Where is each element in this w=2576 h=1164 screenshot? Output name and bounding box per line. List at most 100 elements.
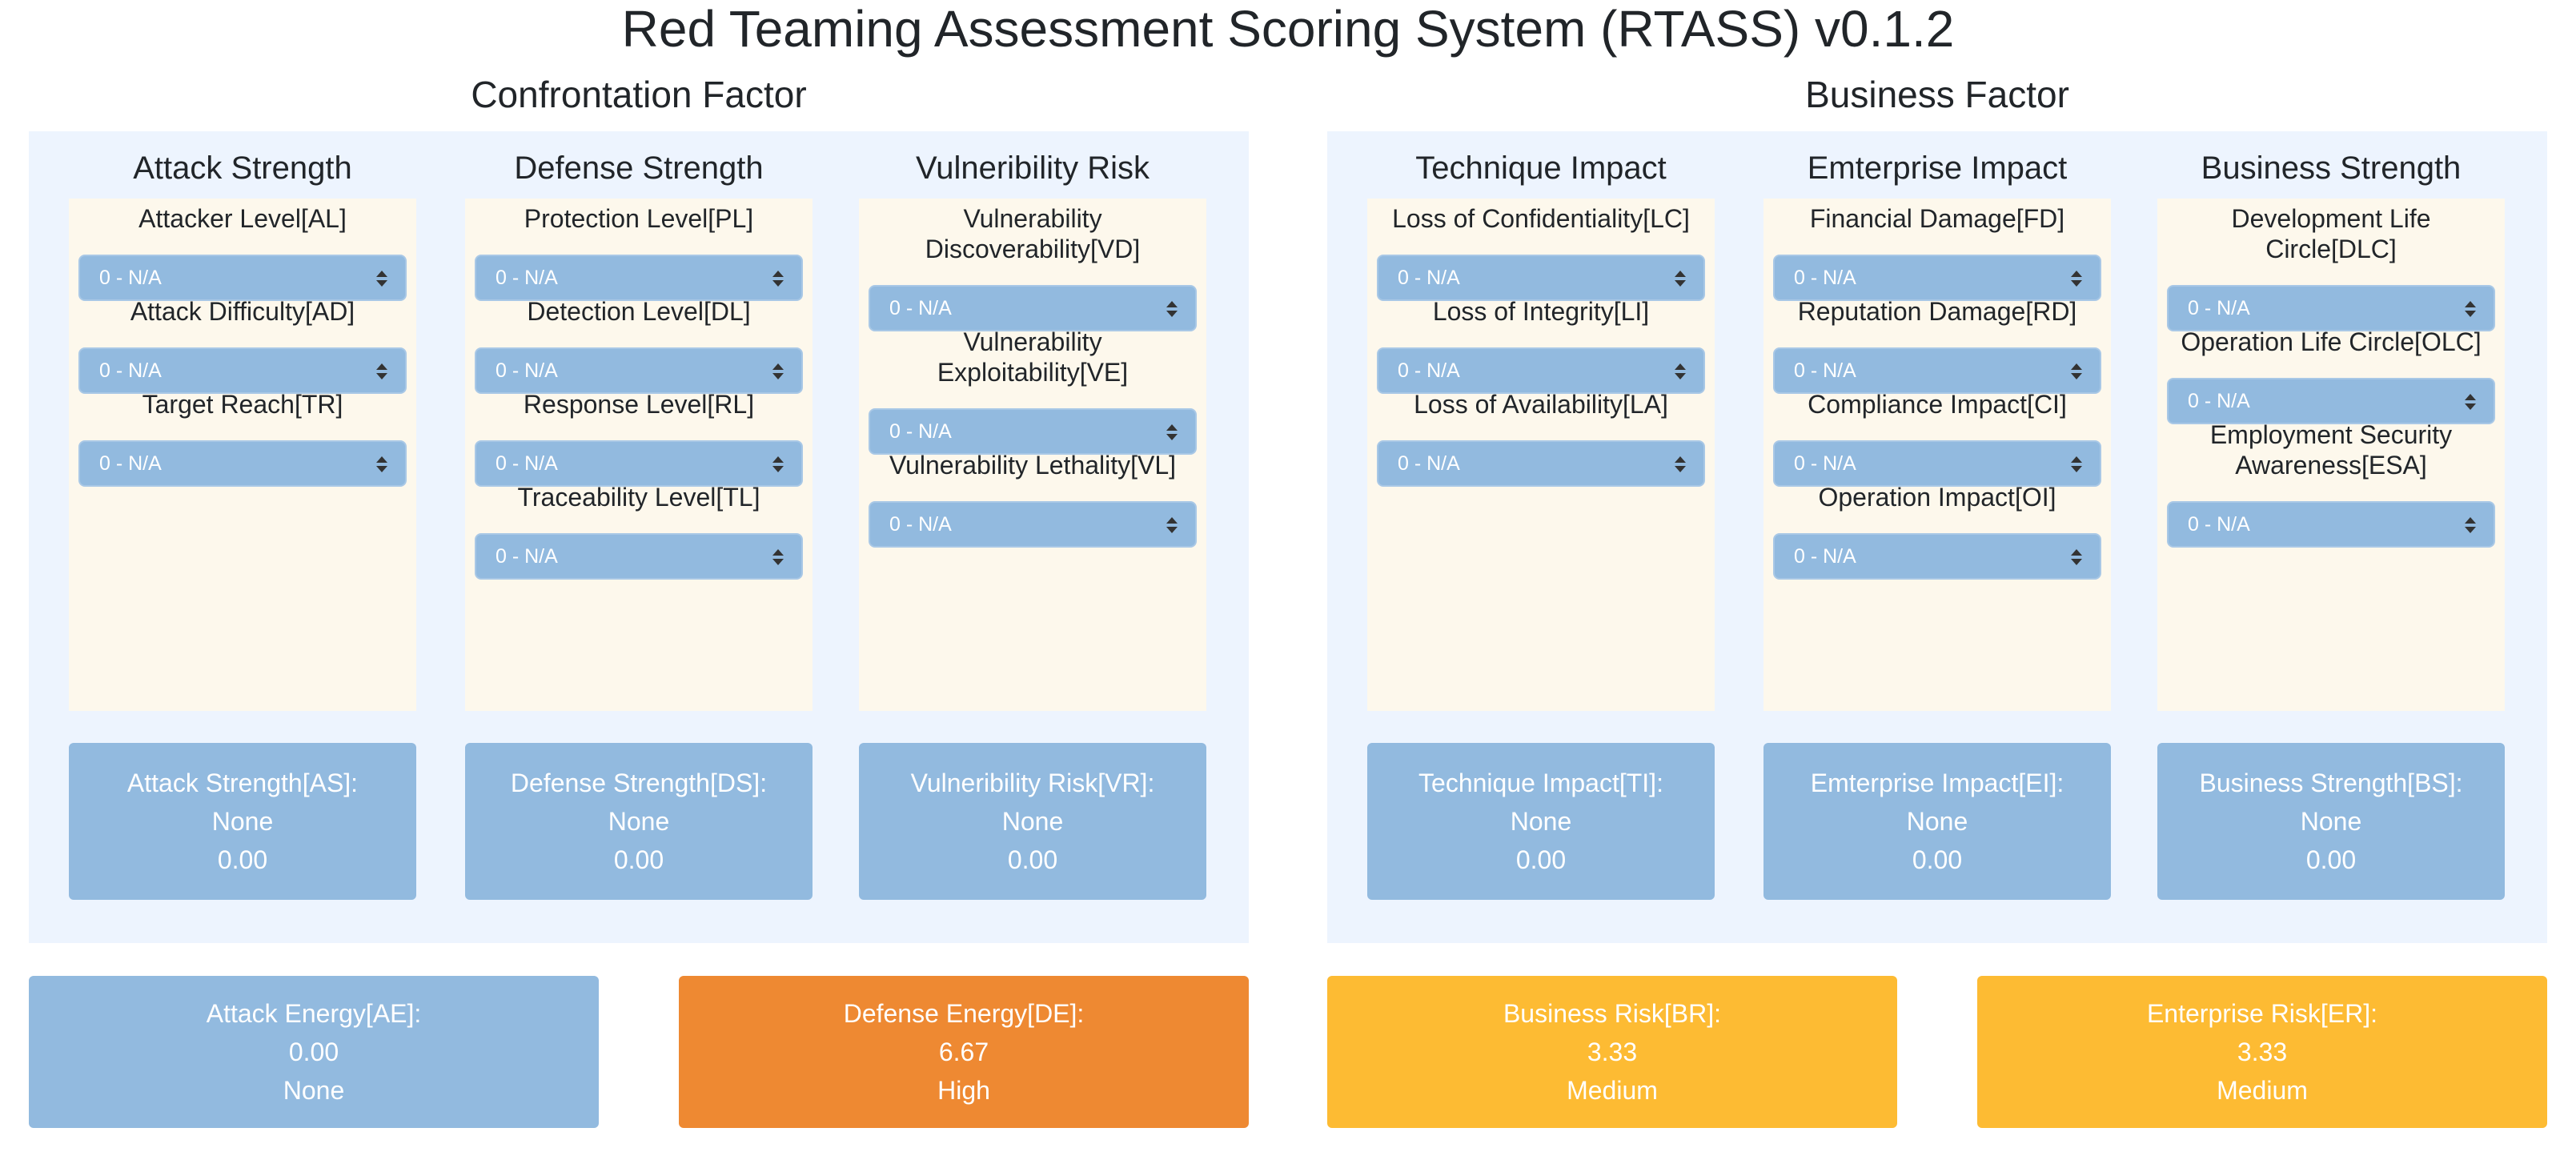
vulnerability-discoverability-select[interactable]: 0 - N/A <box>869 285 1197 331</box>
employment-security-awareness-select[interactable]: 0 - N/A <box>2167 501 2495 548</box>
target-reach-select[interactable]: 0 - N/A <box>78 440 407 487</box>
confrontation-panel: Attack Strength Attacker Level[AL] 0 - N… <box>29 131 1249 943</box>
result-label: Attack Strength[AS]: <box>126 769 359 797</box>
select-value: 0 - N/A <box>2188 513 2250 536</box>
select-value: 0 - N/A <box>2188 297 2250 319</box>
metric-loss-of-availability: Loss of Availability[LA] 0 - N/A <box>1377 389 1705 487</box>
metric-vulnerability-lethality: Vulnerability Lethality[VL] 0 - N/A <box>869 450 1197 548</box>
enterprise-risk-summary: Enterprise Risk[ER]: 3.33 Medium <box>1977 976 2547 1128</box>
metric-operation-impact: Operation Impact[OI] 0 - N/A <box>1773 482 2101 580</box>
metric-development-life-circle: Development Life Circle[DLC] 0 - N/A <box>2167 203 2495 331</box>
result-score: 0.00 <box>2305 845 2357 874</box>
traceability-level-select[interactable]: 0 - N/A <box>475 533 803 580</box>
metric-label: Attack Difficulty[AD] <box>130 297 355 326</box>
select-value: 0 - N/A <box>1398 452 1460 475</box>
select-value: 0 - N/A <box>889 297 952 319</box>
metric-loss-of-integrity: Loss of Integrity[LI] 0 - N/A <box>1377 296 1705 394</box>
metric-label: Protection Level[PL] <box>524 204 754 233</box>
attacker-level-select[interactable]: 0 - N/A <box>78 255 407 301</box>
select-value: 0 - N/A <box>99 267 162 289</box>
result-level: None <box>608 807 670 836</box>
factor-title-confrontation: Confrontation Factor <box>471 74 807 115</box>
sort-caret-icon <box>772 456 784 472</box>
sort-caret-icon <box>2465 517 2476 533</box>
metric-label: Compliance Impact[CI] <box>1808 390 2067 419</box>
sort-caret-icon <box>772 363 784 379</box>
metric-box: Development Life Circle[DLC] 0 - N/A Ope… <box>2157 199 2505 711</box>
compliance-impact-select[interactable]: 0 - N/A <box>1773 440 2101 487</box>
vulnerability-lethality-select[interactable]: 0 - N/A <box>869 501 1197 548</box>
metric-label: Detection Level[DL] <box>527 297 751 326</box>
metric-target-reach: Target Reach[TR] 0 - N/A <box>78 389 407 487</box>
metric-label: Vulnerability Exploitability[VE] <box>937 327 1129 387</box>
metric-protection-level: Protection Level[PL] 0 - N/A <box>475 203 803 301</box>
vulnerability-exploitability-select[interactable]: 0 - N/A <box>869 408 1197 455</box>
select-value: 0 - N/A <box>1794 452 1856 475</box>
metric-compliance-impact: Compliance Impact[CI] 0 - N/A <box>1773 389 2101 487</box>
summary-label: Enterprise Risk[ER]: <box>2146 999 2378 1028</box>
sort-caret-icon <box>1675 271 1686 287</box>
business-risk-summary: Business Risk[BR]: 3.33 Medium <box>1327 976 1897 1128</box>
operation-impact-select[interactable]: 0 - N/A <box>1773 533 2101 580</box>
metric-label: Vulnerability Discoverability[VD] <box>925 204 1141 263</box>
attack-difficulty-select[interactable]: 0 - N/A <box>78 347 407 394</box>
operation-life-circle-select[interactable]: 0 - N/A <box>2167 378 2495 424</box>
reputation-damage-select[interactable]: 0 - N/A <box>1773 347 2101 394</box>
sort-caret-icon <box>2071 549 2082 565</box>
metric-attack-difficulty: Attack Difficulty[AD] 0 - N/A <box>78 296 407 394</box>
sort-caret-icon <box>2071 363 2082 379</box>
protection-level-select[interactable]: 0 - N/A <box>475 255 803 301</box>
select-value: 0 - N/A <box>496 452 558 475</box>
loss-of-availability-select[interactable]: 0 - N/A <box>1377 440 1705 487</box>
business-strength-result: Business Strength[BS]: None 0.00 <box>2157 743 2505 900</box>
metric-label: Traceability Level[TL] <box>517 483 760 512</box>
metric-label: Employment Security Awareness[ESA] <box>2209 420 2453 480</box>
response-level-select[interactable]: 0 - N/A <box>475 440 803 487</box>
development-life-circle-select[interactable]: 0 - N/A <box>2167 285 2495 331</box>
financial-damage-select[interactable]: 0 - N/A <box>1773 255 2101 301</box>
summary-level: None <box>283 1076 345 1105</box>
metric-label: Development Life Circle[DLC] <box>2231 204 2431 263</box>
metric-reputation-damage: Reputation Damage[RD] 0 - N/A <box>1773 296 2101 394</box>
attack-energy-summary: Attack Energy[AE]: 0.00 None <box>29 976 599 1128</box>
column-title: Technique Impact <box>1415 151 1667 186</box>
sort-caret-icon <box>1166 301 1178 317</box>
loss-of-integrity-select[interactable]: 0 - N/A <box>1377 347 1705 394</box>
metric-label: Attacker Level[AL] <box>138 204 347 233</box>
summary-score: 0.00 <box>288 1038 339 1066</box>
summary-level: Medium <box>1567 1076 1658 1105</box>
factor-title-business: Business Factor <box>1805 74 2069 115</box>
metric-label: Reputation Damage[RD] <box>1797 297 2077 326</box>
app-title: Red Teaming Assessment Scoring System (R… <box>621 0 1955 58</box>
select-value: 0 - N/A <box>99 359 162 382</box>
metric-traceability-level: Traceability Level[TL] 0 - N/A <box>475 482 803 580</box>
sort-caret-icon <box>2071 271 2082 287</box>
result-level: None <box>211 807 274 836</box>
metric-label: Operation Impact[OI] <box>1818 483 2056 512</box>
metric-vulnerability-exploitability: Vulnerability Exploitability[VE] 0 - N/A <box>869 327 1197 455</box>
summary-label: Business Risk[BR]: <box>1503 999 1722 1028</box>
metric-label: Loss of Availability[LA] <box>1414 390 1668 419</box>
metric-label: Financial Damage[FD] <box>1809 204 2065 233</box>
metric-operation-life-circle: Operation Life Circle[OLC] 0 - N/A <box>2167 327 2495 424</box>
select-value: 0 - N/A <box>1794 359 1856 382</box>
metric-label: Vulnerability Lethality[VL] <box>889 451 1177 480</box>
metric-financial-damage: Financial Damage[FD] 0 - N/A <box>1773 203 2101 301</box>
column-title: Business Strength <box>2201 151 2462 186</box>
result-label: Vulneribility Risk[VR]: <box>910 769 1155 797</box>
metric-response-level: Response Level[RL] 0 - N/A <box>475 389 803 487</box>
enterprise-impact-result: Emterprise Impact[EI]: None 0.00 <box>1763 743 2111 900</box>
result-score: 0.00 <box>1007 845 1058 874</box>
column-title: Emterprise Impact <box>1807 151 2068 186</box>
select-value: 0 - N/A <box>1794 545 1856 568</box>
metric-label: Loss of Confidentiality[LC] <box>1392 204 1690 233</box>
summary-score: 6.67 <box>938 1038 989 1066</box>
select-value: 0 - N/A <box>889 513 952 536</box>
summary-label: Attack Energy[AE]: <box>206 999 422 1028</box>
loss-of-confidentiality-select[interactable]: 0 - N/A <box>1377 255 1705 301</box>
result-level: None <box>1510 807 1572 836</box>
result-label: Business Strength[BS]: <box>2199 769 2463 797</box>
detection-level-select[interactable]: 0 - N/A <box>475 347 803 394</box>
sort-caret-icon <box>1166 424 1178 440</box>
metric-label: Response Level[RL] <box>523 390 755 419</box>
